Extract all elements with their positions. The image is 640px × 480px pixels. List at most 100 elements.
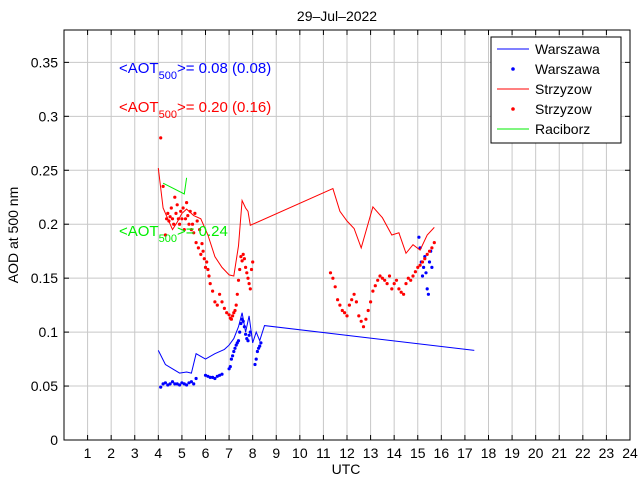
data-point-strzyzow (409, 278, 413, 282)
data-point-strzyzow (249, 267, 254, 272)
data-point-strzyzow (394, 278, 399, 282)
data-point-warszawa (238, 330, 242, 334)
data-point-strzyzow (203, 265, 208, 269)
data-point-strzyzow (235, 292, 239, 296)
data-point-warszawa (208, 375, 212, 379)
data-point-strzyzow (199, 252, 203, 256)
y-tick-label: 0.25 (31, 162, 58, 178)
data-point-warszawa (229, 357, 233, 361)
data-point-warszawa (255, 349, 259, 354)
data-point-strzyzow (194, 241, 198, 245)
data-point-warszawa (175, 382, 179, 386)
data-point-strzyzow (222, 306, 226, 310)
data-point-warszawa (178, 383, 182, 387)
legend-point-swatch (511, 67, 515, 71)
data-point-warszawa (248, 330, 252, 334)
legend-box (490, 36, 622, 144)
data-point-strzyzow (170, 217, 175, 221)
aot-annotation: <AOT500>= 0.24 (119, 223, 228, 245)
data-point-strzyzow (241, 252, 245, 256)
legend-entry: Warszawa (535, 61, 600, 77)
legend: Warszawa Warszawa Strzyzow Strzyzow Raciborz (490, 36, 622, 144)
data-point-warszawa (168, 382, 172, 386)
legend-point-swatch (511, 107, 515, 111)
data-point-warszawa (232, 349, 236, 354)
data-point-strzyzow (166, 211, 170, 215)
data-point-warszawa (173, 382, 177, 386)
data-point-warszawa (189, 380, 193, 384)
data-point-strzyzow (399, 290, 403, 294)
data-point-strzyzow (347, 303, 351, 307)
data-point-strzyzow (387, 274, 392, 278)
data-point-warszawa (247, 333, 251, 337)
data-point-strzyzow (380, 276, 384, 280)
data-point-strzyzow (227, 313, 231, 317)
data-point-warszawa (244, 332, 248, 336)
x-tick-label: 3 (131, 445, 139, 461)
data-point-strzyzow (161, 184, 165, 188)
x-tick-label: 16 (434, 445, 450, 461)
data-point-warszawa (258, 344, 262, 348)
data-point-strzyzow (402, 292, 406, 296)
data-point-warszawa (236, 339, 241, 343)
data-point-warszawa (241, 319, 245, 323)
x-tick-label: 24 (622, 445, 638, 461)
y-axis-title: AOD at 500 nm (5, 187, 21, 284)
data-point-warszawa (426, 292, 430, 296)
data-point-strzyzow (172, 222, 176, 226)
axis-ticks: 1 2 3 4 5 6 7 8 9 10 11 12 13 14 15 16 17 18 19 20 21 22 23 240… (31, 30, 638, 461)
x-tick-label: 10 (292, 445, 308, 461)
data-point-strzyzow (211, 289, 215, 293)
data-point-strzyzow (220, 300, 224, 304)
data-point-strzyzow (430, 246, 434, 250)
x-tick-label: 14 (386, 445, 402, 461)
x-tick-label: 15 (410, 445, 426, 461)
data-point-strzyzow (181, 206, 185, 210)
grid-lines (64, 30, 631, 440)
data-point-warszawa (163, 381, 167, 385)
data-point-strzyzow (333, 285, 337, 289)
x-tick-label: 17 (457, 445, 473, 461)
data-point-strzyzow (174, 211, 178, 215)
data-point-strzyzow (180, 217, 184, 221)
data-point-strzyzow (361, 325, 366, 329)
data-point-strzyzow (331, 276, 335, 280)
data-point-warszawa (259, 341, 263, 345)
data-point-strzyzow (244, 265, 248, 269)
data-point-strzyzow (202, 257, 206, 261)
data-point-strzyzow (188, 209, 192, 213)
data-point-strzyzow (192, 231, 196, 235)
data-point-strzyzow (423, 257, 427, 261)
data-point-strzyzow (432, 241, 436, 245)
data-point-warszawa (422, 265, 426, 269)
data-point-warszawa (218, 373, 222, 377)
data-point-strzyzow (233, 308, 237, 313)
data-point-strzyzow (200, 242, 204, 246)
data-point-strzyzow (354, 300, 358, 304)
data-point-strzyzow (369, 300, 373, 304)
data-point-strzyzow (343, 311, 347, 315)
data-point-strzyzow (193, 211, 197, 215)
x-tick-label: 2 (107, 445, 115, 461)
y-tick-label: 0.15 (31, 270, 58, 286)
data-point-strzyzow (218, 292, 222, 296)
data-point-warszawa (427, 260, 432, 264)
data-point-warszawa (253, 362, 257, 367)
data-point-warszawa (213, 376, 217, 381)
legend-entry: Strzyzow (535, 101, 593, 117)
data-point-strzyzow (187, 222, 191, 226)
x-tick-label: 7 (225, 445, 233, 461)
data-point-warszawa (239, 321, 243, 326)
data-point-strzyzow (251, 260, 255, 264)
data-point-warszawa (233, 346, 237, 350)
x-tick-label: 23 (599, 445, 615, 461)
x-tick-label: 1 (84, 445, 92, 461)
data-point-strzyzow (178, 222, 182, 226)
data-point-strzyzow (176, 217, 180, 221)
data-point-strzyzow (427, 249, 432, 253)
data-point-strzyzow (397, 287, 401, 291)
y-tick-label: 0 (50, 432, 58, 448)
data-point-strzyzow (371, 289, 375, 293)
data-point-warszawa (417, 235, 421, 239)
x-tick-label: 5 (178, 445, 186, 461)
